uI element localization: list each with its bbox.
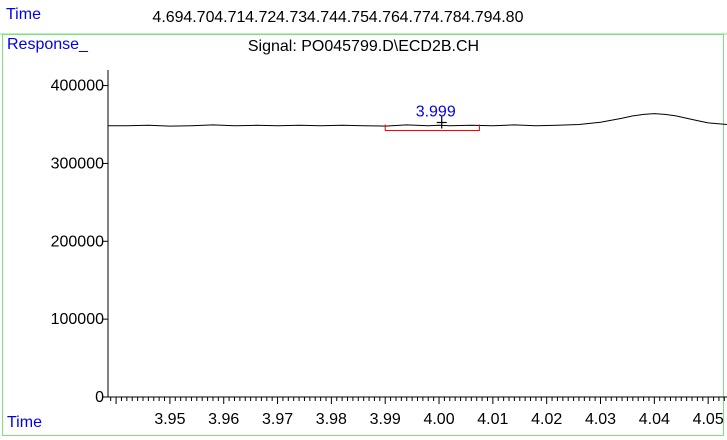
top-axis-tick-label: 4.71 [214, 9, 245, 26]
x-tick-label: 4.00 [423, 411, 454, 428]
chart-title: Signal: PO045799.D\ECD2B.CH [247, 38, 480, 55]
top-axis-tick-label: 4.80 [492, 9, 523, 26]
y-tick-label: 100000 [51, 311, 104, 328]
top-axis-tick-label: 4.74 [307, 9, 338, 26]
y-tick-label: 300000 [51, 155, 104, 172]
top-axis-tick-label: 4.73 [276, 9, 307, 26]
x-tick-label: 4.03 [585, 411, 616, 428]
x-tick-label: 4.04 [639, 411, 670, 428]
x-tick-label: 3.99 [370, 411, 401, 428]
top-axis-tick-label: 4.75 [338, 9, 369, 26]
x-tick-label: 4.01 [477, 411, 508, 428]
top-axis-tick-label: 4.76 [369, 9, 400, 26]
x-axis-label: Time [7, 414, 42, 431]
top-axis-tick-label: 4.72 [245, 9, 276, 26]
top-axis-label: Time [6, 6, 41, 23]
x-tick-label: 3.96 [208, 411, 239, 428]
y-tick-label: 200000 [51, 233, 104, 250]
top-axis-tick-label: 4.70 [183, 9, 214, 26]
top-time-axis: Time [0, 0, 727, 34]
top-axis-tick-label: 4.77 [400, 9, 431, 26]
x-tick-label: 4.05 [693, 411, 724, 428]
peak-label: 3.999 [416, 104, 456, 121]
top-axis-tick-label: 4.78 [431, 9, 462, 26]
y-axis-label: Response_ [7, 36, 88, 53]
x-tick-label: 3.95 [154, 411, 185, 428]
top-axis-tick-label: 4.79 [461, 9, 492, 26]
x-tick-label: 3.98 [316, 411, 347, 428]
y-tick-label: 400000 [51, 78, 104, 95]
x-tick-label: 4.02 [531, 411, 562, 428]
x-tick-label: 3.97 [262, 411, 293, 428]
top-axis-tick-label: 4.69 [152, 9, 183, 26]
integration-baseline [384, 124, 480, 131]
signal-trace [108, 113, 727, 127]
y-tick-label: 0 [95, 389, 104, 406]
